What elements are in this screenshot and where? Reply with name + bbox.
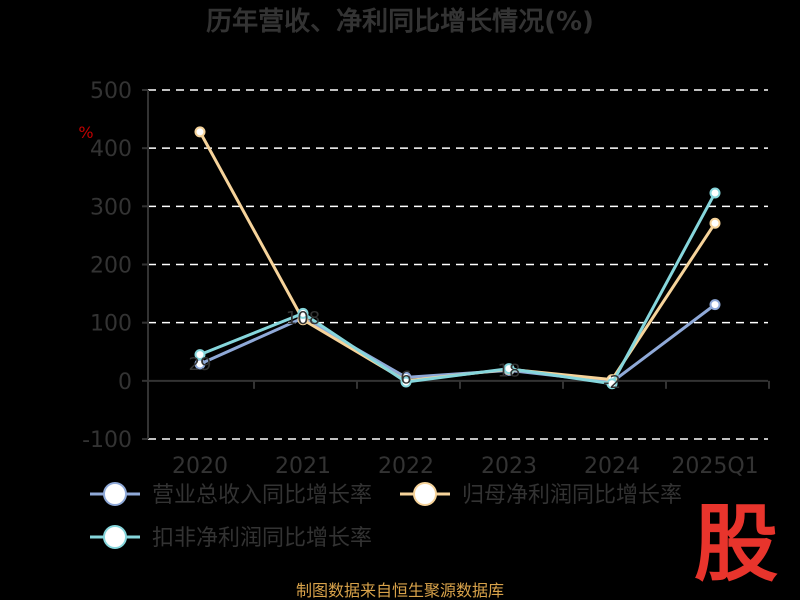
data-point[interactable]: [297, 307, 309, 319]
y-tick-label: 400: [90, 137, 132, 162]
axes: -100 0 100 200 300 400 500 2020 2021 2022 2023 2024…: [82, 79, 770, 479]
y-tick-label: -100: [82, 428, 132, 453]
data-point[interactable]: [400, 376, 412, 388]
y-axis-unit: %: [78, 123, 93, 142]
legend-item[interactable]: 归母净利润同比增长率: [400, 482, 682, 508]
series-line: [198, 131, 717, 383]
data-point[interactable]: [194, 126, 206, 138]
data-label: 6: [400, 367, 411, 388]
y-tick-label: 100: [90, 312, 132, 337]
series: [194, 126, 721, 390]
source-note: 制图数据来自恒生聚源数据库: [296, 581, 504, 600]
legend-label: 归母净利润同比增长率: [462, 483, 682, 508]
data-point[interactable]: [194, 349, 206, 361]
series-2: [194, 126, 721, 387]
chart-title: 历年营收、净利同比增长情况(%): [206, 6, 594, 37]
legend-label: 扣非净利润同比增长率: [152, 526, 372, 551]
y-tick-label: 200: [90, 254, 132, 279]
legend-item[interactable]: 扣非净利润同比增长率: [90, 525, 372, 551]
x-tick-label: 2025Q1: [671, 454, 758, 479]
x-tick-label: 2020: [172, 454, 228, 479]
y-tick-label: 300: [90, 195, 132, 220]
y-tick-label: 0: [118, 370, 132, 395]
legend-marker: [103, 525, 127, 549]
legend-label: 营业总收入同比增长率: [152, 483, 372, 508]
series-line: [199, 192, 717, 386]
series-line: [199, 303, 716, 384]
legend-marker: [413, 482, 437, 506]
data-point[interactable]: [709, 299, 721, 311]
legend-marker: [103, 482, 127, 506]
y-tick-label: 500: [90, 79, 132, 104]
data-point[interactable]: [709, 217, 721, 229]
data-label: 29: [189, 354, 212, 375]
data-point[interactable]: [709, 187, 721, 199]
x-tick-label: 2024: [584, 454, 640, 479]
data-label: 108: [286, 308, 320, 329]
data-point[interactable]: [606, 378, 618, 390]
series-3: [194, 187, 721, 390]
x-tick-label: 2022: [378, 454, 434, 479]
data-label: -2: [603, 372, 621, 393]
data-label: 18: [498, 360, 521, 381]
legend-item[interactable]: 营业总收入同比增长率: [90, 482, 372, 508]
x-tick-label: 2023: [481, 454, 537, 479]
grid: [148, 89, 768, 440]
data-point[interactable]: [503, 363, 515, 375]
data-labels: 29 108 6 18 -2: [189, 308, 621, 393]
x-tick-label: 2021: [275, 454, 331, 479]
logo: 股: [693, 495, 778, 593]
